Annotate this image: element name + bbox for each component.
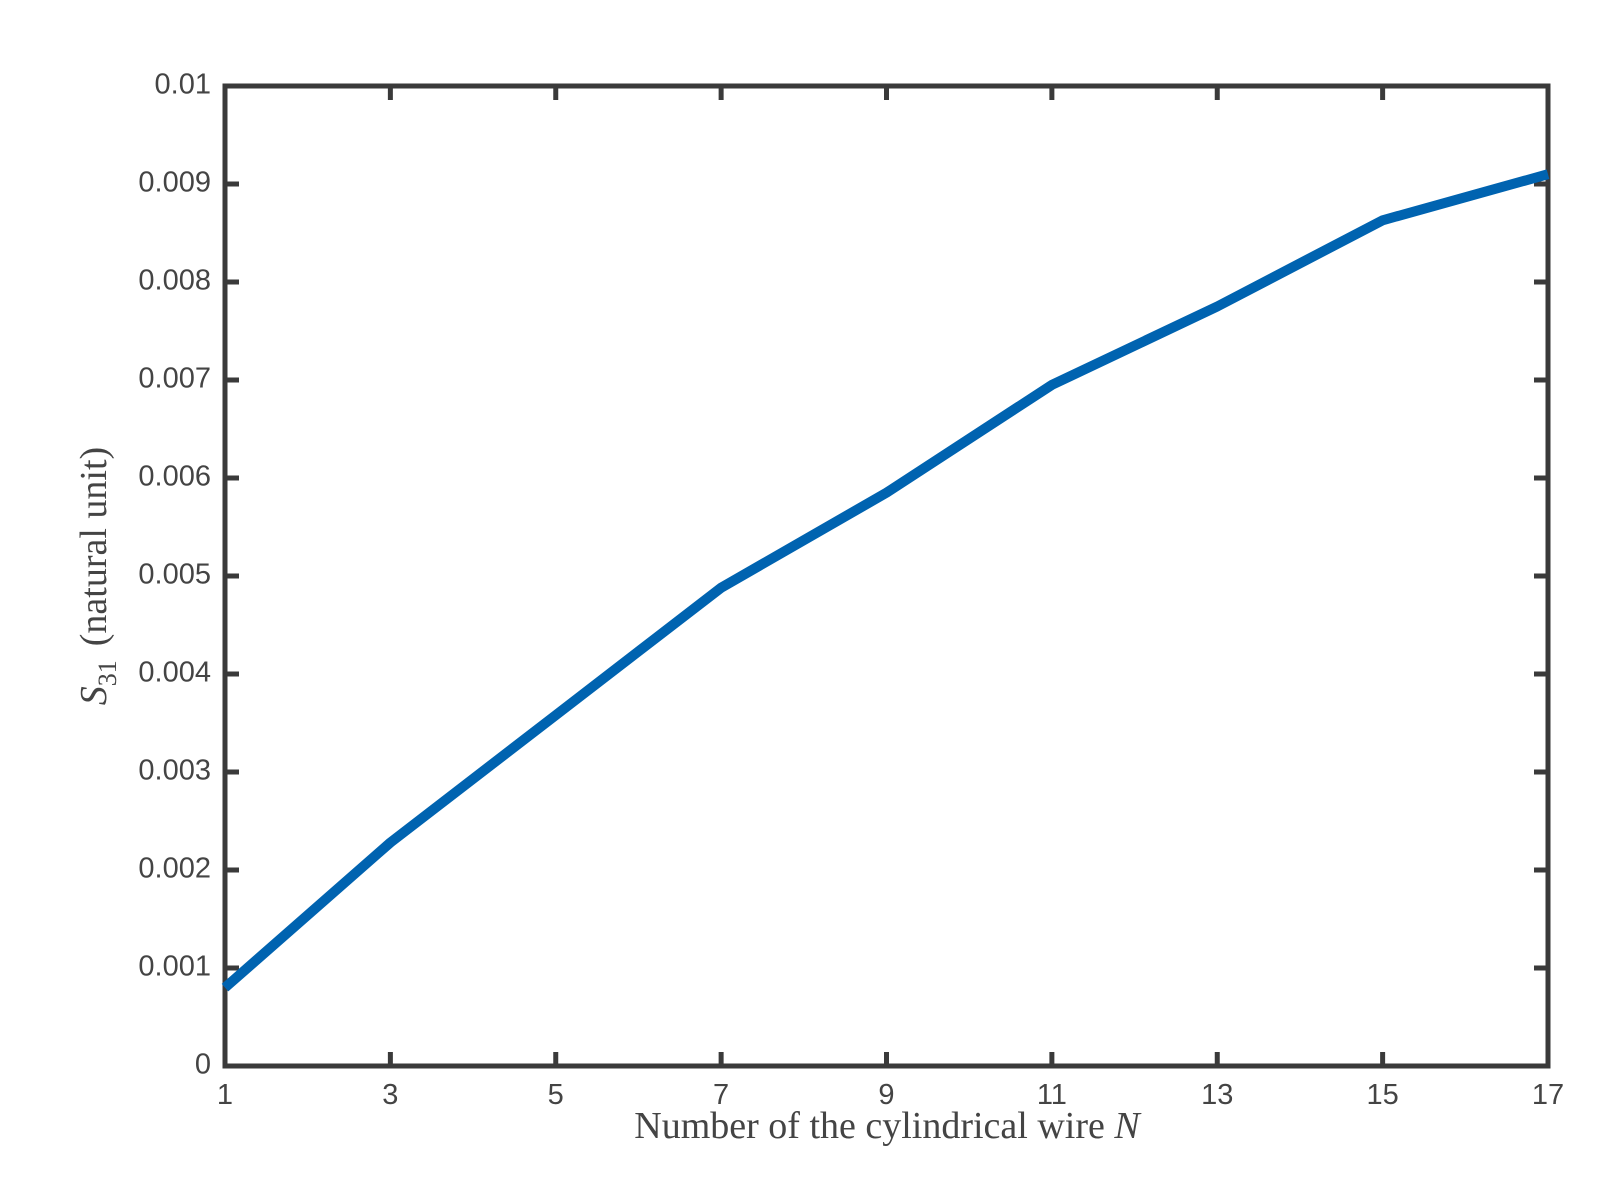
x-tick-label: 13 xyxy=(1201,1079,1233,1111)
x-tick-label: 5 xyxy=(548,1079,564,1111)
y-tick-label: 0 xyxy=(195,1049,211,1081)
y-label-subscript: 31 xyxy=(93,660,122,686)
y-tick-label: 0.007 xyxy=(138,363,211,395)
x-tick-label: 9 xyxy=(878,1079,894,1111)
y-tick-label: 0.003 xyxy=(138,755,211,787)
y-tick-label: 0.006 xyxy=(138,461,211,493)
y-axis-label: S31 (natural unit) xyxy=(73,447,122,705)
y-tick-label: 0.01 xyxy=(155,69,211,101)
y-label-text: (natural unit) xyxy=(73,447,115,646)
plot-frame xyxy=(222,83,1551,1069)
x-tick-label: 11 xyxy=(1037,1079,1067,1111)
data-line xyxy=(221,169,1550,992)
x-tick-label: 3 xyxy=(382,1079,398,1111)
y-tick-label: 0.001 xyxy=(138,951,211,983)
y-tick-label: 0.009 xyxy=(138,167,211,199)
x-label-symbol: N xyxy=(1113,1105,1142,1147)
x-tick-label: 17 xyxy=(1532,1079,1564,1111)
y-tick-label: 0.008 xyxy=(138,265,211,297)
y-tick-label: 0.005 xyxy=(138,559,211,591)
y-tick-label: 0.002 xyxy=(138,853,211,885)
y-label-symbol: S xyxy=(73,686,115,705)
x-axis-label: Number of the cylindrical wire N xyxy=(634,1105,1142,1147)
y-tick-label: 0.004 xyxy=(138,657,211,689)
x-tick-label: 15 xyxy=(1366,1079,1398,1111)
x-label-text: Number of the cylindrical wire xyxy=(634,1105,1105,1147)
x-tick-label: 1 xyxy=(217,1079,233,1111)
x-tick-label: 7 xyxy=(713,1079,729,1111)
